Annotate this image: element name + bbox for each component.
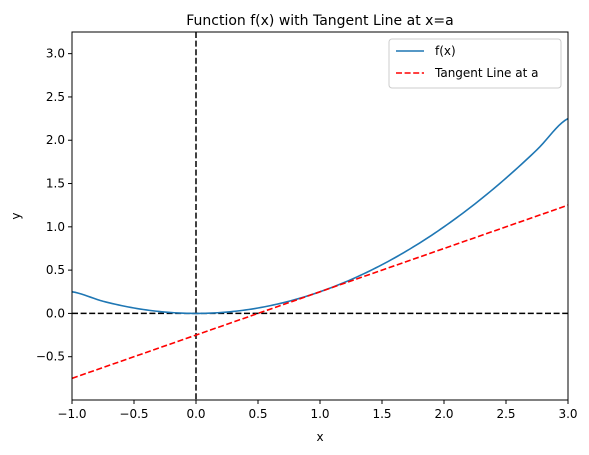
x-tick-label: 2.0 <box>434 407 453 421</box>
y-tick-label: 1.0 <box>46 220 65 234</box>
x-tick-label: −1.0 <box>57 407 86 421</box>
y-tick-label: 2.0 <box>46 133 65 147</box>
y-tick-label: 1.5 <box>46 177 65 191</box>
legend-label-2: Tangent Line at a <box>434 66 538 80</box>
x-axis-ticks: −1.0 −0.5 0.0 0.5 1.0 1.5 2.0 2.5 3.0 <box>57 400 578 421</box>
legend-box <box>388 38 562 89</box>
x-tick-label: 1.5 <box>372 407 391 421</box>
y-tick-label: −0.5 <box>36 350 65 364</box>
plot-area <box>72 32 568 400</box>
y-tick-label: 3.0 <box>46 47 65 61</box>
x-tick-label: 3.0 <box>558 407 577 421</box>
legend: f(x) Tangent Line at a <box>388 38 562 89</box>
y-tick-label: 0.5 <box>46 263 65 277</box>
chart-title: Function f(x) with Tangent Line at x=a <box>186 13 453 29</box>
x-tick-label: 0.0 <box>186 407 205 421</box>
y-tick-label: 0.0 <box>46 306 65 320</box>
x-tick-label: −0.5 <box>119 407 148 421</box>
x-tick-label: 0.5 <box>248 407 267 421</box>
legend-label-1: f(x) <box>435 44 456 58</box>
y-axis-ticks: −0.5 0.0 0.5 1.0 1.5 2.0 2.5 3.0 <box>36 47 72 364</box>
series-line-2 <box>72 204 568 380</box>
x-tick-label: 2.5 <box>496 407 515 421</box>
x-axis-label: x <box>316 430 323 444</box>
y-axis-label: y <box>9 212 23 219</box>
x-tick-label: 1.0 <box>310 407 329 421</box>
y-tick-label: 2.5 <box>46 90 65 104</box>
